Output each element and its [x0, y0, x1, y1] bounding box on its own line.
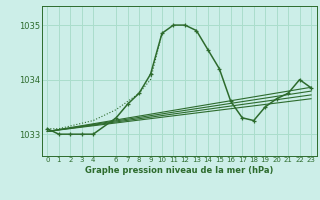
- X-axis label: Graphe pression niveau de la mer (hPa): Graphe pression niveau de la mer (hPa): [85, 166, 273, 175]
